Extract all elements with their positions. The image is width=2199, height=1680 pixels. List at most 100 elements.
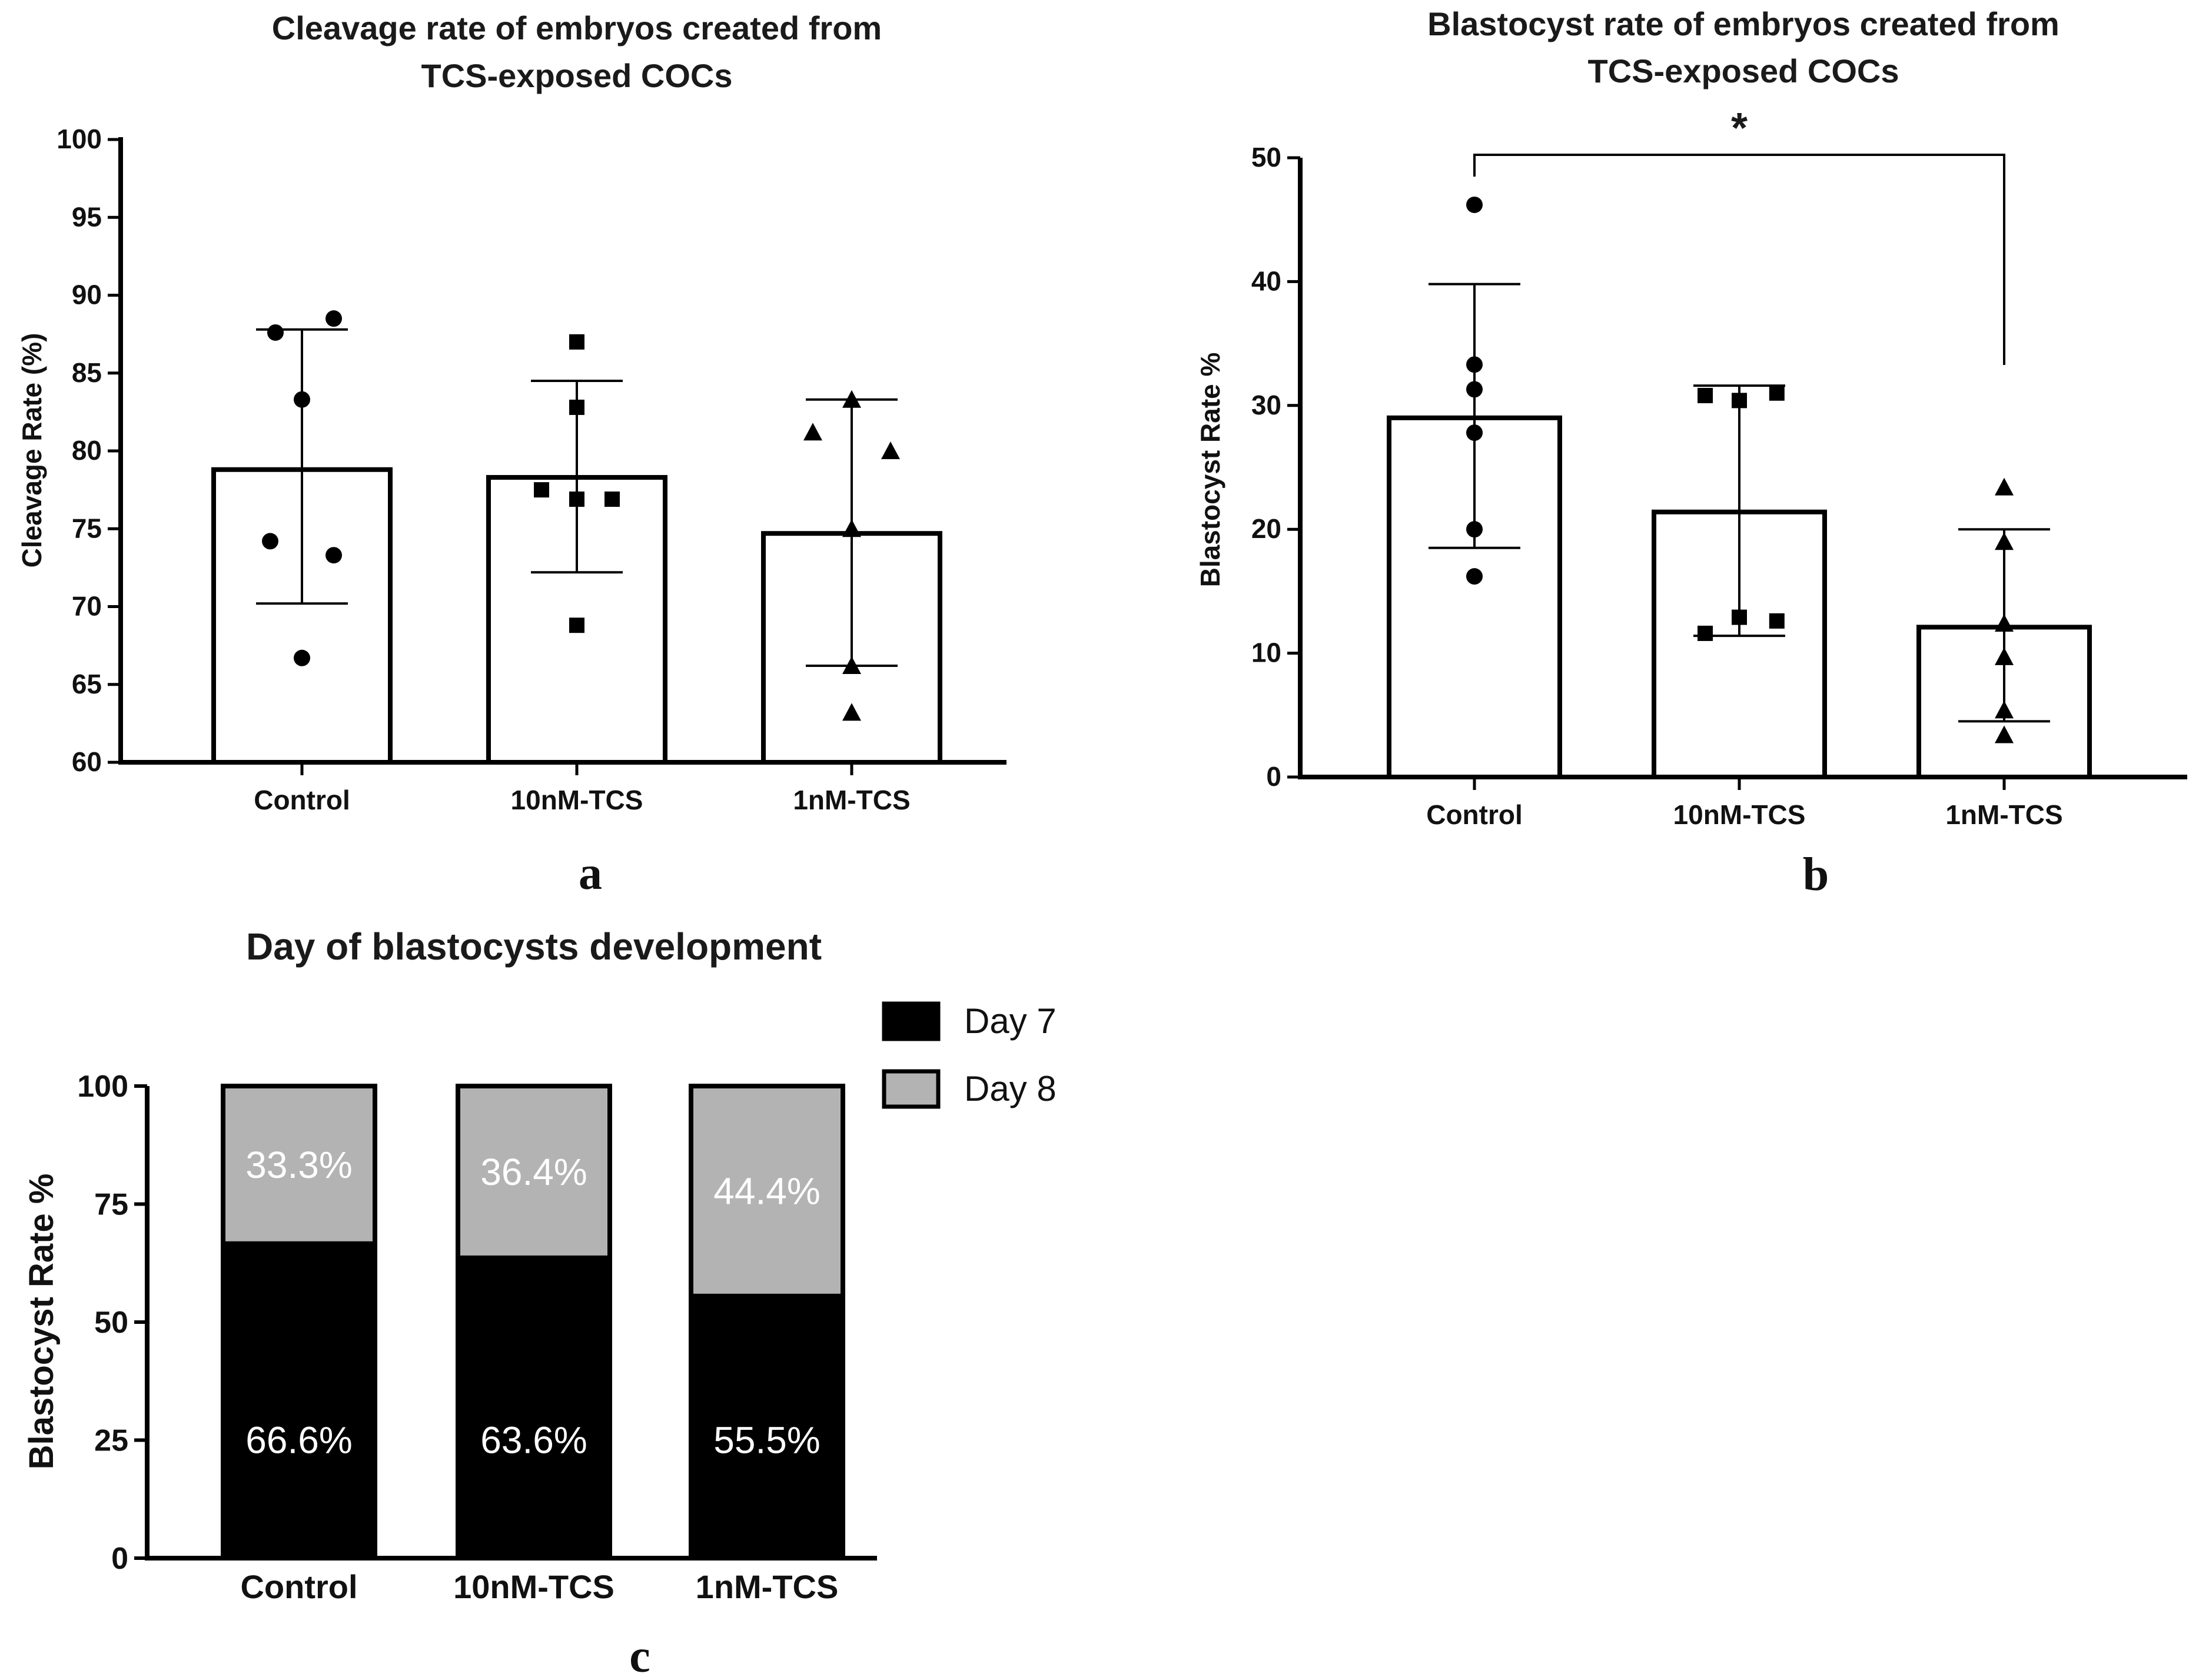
y-tick-label: 20 [1251, 513, 1281, 544]
y-tick-label: 80 [72, 435, 102, 466]
y-tick-label: 50 [1251, 142, 1281, 172]
panel-c-letter: c [629, 1631, 650, 1680]
data-point-control [267, 324, 284, 341]
bar-segment-day8-1nm-tcs [689, 1084, 845, 1299]
y-tick-label: 65 [72, 669, 102, 699]
data-point-10nm-tcs [1732, 393, 1747, 409]
y-tick-label: 90 [72, 280, 102, 310]
y-tick-label: 10 [1251, 638, 1281, 668]
panel-a-title-line1: Cleavage rate of embryos created from [272, 9, 882, 47]
y-tick-label: 75 [72, 513, 102, 543]
y-tick-label: 100 [77, 1070, 128, 1104]
y-tick-label: 40 [1251, 265, 1281, 296]
bar-segment-day7-1nm-tcs [689, 1293, 845, 1561]
data-label-day7-control: 66.6% [245, 1419, 352, 1462]
panel-c-legend: Day 7 Day 8 [882, 1001, 1057, 1109]
x-tick-label-10nm-tcs: 10nM-TCS [453, 1568, 614, 1605]
x-tick-label-10nm-tcs: 10nM-TCS [1673, 799, 1806, 830]
bar-segment-day8-10nm-tcs [456, 1084, 612, 1260]
panel-a-letter: a [579, 848, 602, 899]
data-point-1nm-tcs [1995, 725, 2014, 743]
bar-segment-day7-10nm-tcs [456, 1255, 612, 1561]
x-tick-label-1nm-tcs: 1nM-TCS [793, 785, 910, 815]
data-point-control [1466, 381, 1483, 398]
significance-star: * [1731, 105, 1748, 152]
panel-b-significance: * [1473, 105, 2005, 365]
data-point-control [1466, 356, 1483, 373]
data-label-day8-10nm-tcs: 36.4% [480, 1151, 587, 1193]
data-point-1nm-tcs [1995, 647, 2014, 665]
data-point-10nm-tcs [569, 399, 584, 415]
panel-a-y-axis-label: Cleavage Rate (%) [16, 333, 47, 568]
panel-c-x-ticks: Control 10nM-TCS 1nM-TCS [240, 1568, 838, 1605]
data-point-1nm-tcs [1995, 477, 2014, 496]
y-tick-label: 70 [72, 591, 102, 622]
y-tick-label: 100 [57, 124, 102, 154]
panel-b-title-line1: Blastocyst rate of embryos created from [1427, 5, 2060, 42]
panel-b-blastocyst-chart: Blastocyst rate of embryos created from … [1195, 5, 2187, 901]
legend-label-day-8: Day 8 [964, 1069, 1057, 1108]
x-tick-label-control: Control [254, 785, 350, 815]
panel-a-x-ticks: Control 10nM-TCS 1nM-TCS [254, 762, 911, 815]
data-point-control [294, 391, 310, 408]
data-point-1nm-tcs [1995, 532, 2014, 550]
significance-bracket [1473, 154, 2005, 365]
panel-c-y-axis-label: Blastocyst Rate % [22, 1174, 61, 1470]
panel-a-y-ticks: 60 65 70 75 80 85 90 95 100 [57, 124, 121, 777]
data-point-10nm-tcs [604, 491, 620, 507]
data-point-control [1466, 568, 1483, 585]
data-point-10nm-tcs [1698, 387, 1713, 403]
x-tick-label-control: Control [1426, 799, 1523, 830]
data-point-1nm-tcs [842, 519, 861, 537]
data-point-control [294, 649, 310, 666]
data-label-day8-control: 33.3% [245, 1144, 352, 1186]
data-point-control [1466, 521, 1483, 538]
data-point-1nm-tcs [881, 441, 900, 459]
x-tick-label-10nm-tcs: 10nM-TCS [511, 785, 643, 815]
data-label-day8-1nm-tcs: 44.4% [713, 1170, 820, 1212]
y-tick-label: 85 [72, 357, 102, 388]
panel-c-y-ticks: 0 25 50 75 100 [77, 1070, 147, 1576]
legend-swatch-day-8 [882, 1069, 941, 1109]
data-point-1nm-tcs [842, 390, 861, 408]
data-point-control [325, 310, 342, 327]
panel-a-title-line2: TCS-exposed COCs [421, 57, 733, 94]
data-point-control [325, 547, 342, 564]
panel-c-blastocyst-day-chart: Day of blastocysts development Blastocys… [22, 925, 1057, 1680]
data-point-control [1466, 424, 1483, 441]
bar-segment-day7-control [221, 1241, 377, 1561]
y-tick-label: 25 [94, 1424, 128, 1458]
data-point-10nm-tcs [1732, 609, 1747, 625]
panel-b-title-line2: TCS-exposed COCs [1588, 52, 1899, 89]
data-point-1nm-tcs [803, 423, 822, 441]
data-point-10nm-tcs [534, 482, 549, 498]
y-tick-label: 75 [94, 1188, 128, 1222]
data-point-control [262, 533, 278, 550]
panel-b-letter: b [1803, 849, 1829, 901]
panel-c-title: Day of blastocysts development [246, 925, 822, 968]
data-point-10nm-tcs [1769, 385, 1785, 401]
panel-b-x-ticks: Control 10nM-TCS 1nM-TCS [1426, 777, 2063, 830]
data-point-10nm-tcs [569, 491, 584, 507]
y-tick-label: 60 [72, 746, 102, 777]
panel-b-y-ticks: 0 10 20 30 40 50 [1251, 142, 1300, 792]
legend-label-day-7: Day 7 [964, 1001, 1057, 1041]
x-tick-label-1nm-tcs: 1nM-TCS [696, 1568, 839, 1605]
data-point-1nm-tcs [842, 656, 861, 675]
data-point-1nm-tcs [1995, 614, 2014, 632]
y-tick-label: 0 [1266, 761, 1281, 792]
panel-b-data-points [1466, 196, 2014, 743]
data-point-10nm-tcs [569, 334, 584, 350]
y-tick-label: 50 [94, 1306, 128, 1340]
panel-c-stacked-bars: 33.3% 66.6% 36.4% 63.6% 44.4% 55.5% [221, 1084, 845, 1561]
data-point-1nm-tcs [842, 703, 861, 721]
data-point-1nm-tcs [1995, 700, 2014, 719]
data-label-day7-1nm-tcs: 55.5% [713, 1419, 820, 1462]
data-point-10nm-tcs [569, 617, 584, 633]
data-point-control [1466, 196, 1483, 213]
data-label-day7-10nm-tcs: 63.6% [480, 1419, 587, 1462]
panel-a-cleavage-chart: Cleavage rate of embryos created from TC… [16, 9, 1007, 899]
panel-a-data-points [262, 310, 900, 721]
x-tick-label-control: Control [240, 1568, 357, 1605]
